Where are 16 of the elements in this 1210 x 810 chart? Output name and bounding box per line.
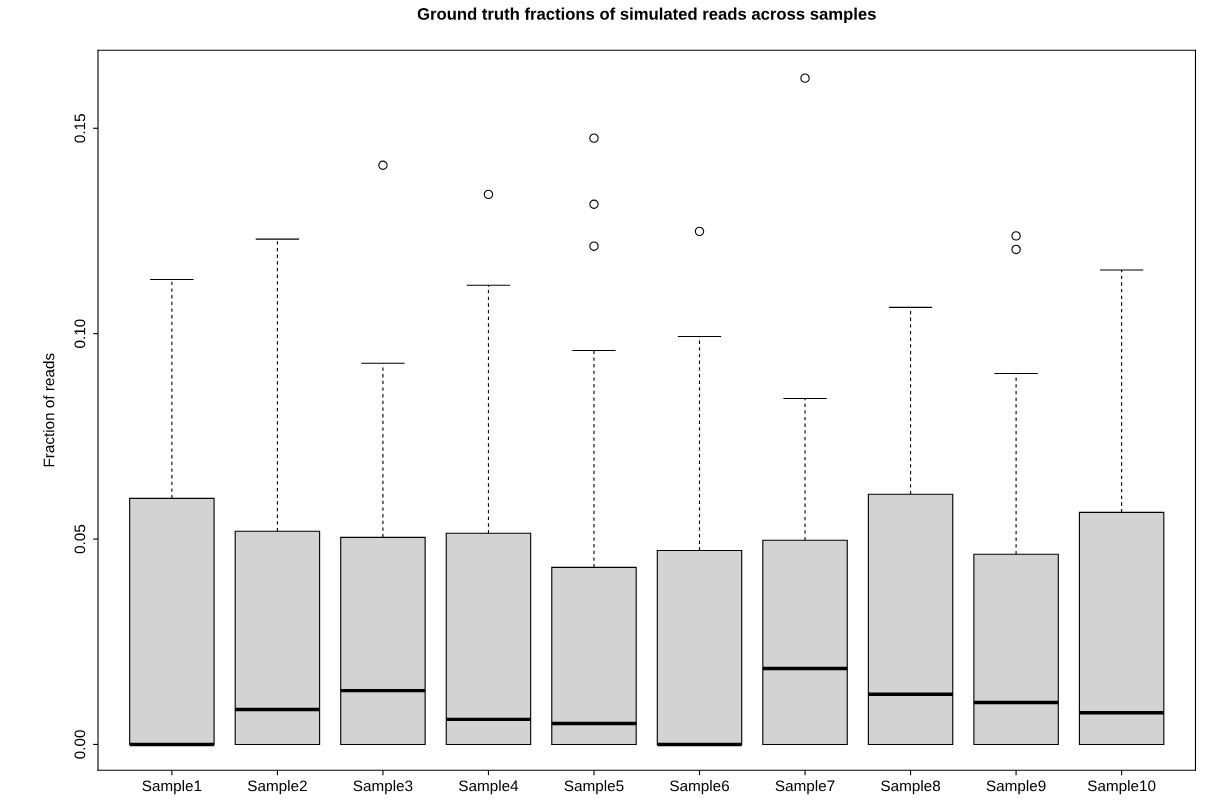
x-tick-label: Sample8 <box>881 780 941 795</box>
chart-title: Ground truth fractions of simulated reads across samples <box>417 7 876 24</box>
x-tick-label: Sample5 <box>564 780 624 795</box>
x-tick-label: Sample1 <box>142 780 202 795</box>
x-tick-label: Sample2 <box>247 780 307 795</box>
y-tick-label: 0.05 <box>74 524 86 554</box>
x-tick-label: Sample4 <box>459 780 519 795</box>
y-tick-label: 0.10 <box>74 319 86 348</box>
y-tick-label: 0.15 <box>74 114 86 143</box>
x-tick-label: Sample9 <box>986 780 1046 795</box>
x-tick-label: Sample6 <box>670 780 729 795</box>
x-tick-label: Sample7 <box>775 780 835 795</box>
y-tick-label: 0.00 <box>74 730 86 759</box>
x-tick-label: Sample3 <box>353 780 413 795</box>
y-axis-title: Fraction of reads <box>43 353 55 467</box>
x-tick-label: Sample10 <box>1087 780 1156 795</box>
